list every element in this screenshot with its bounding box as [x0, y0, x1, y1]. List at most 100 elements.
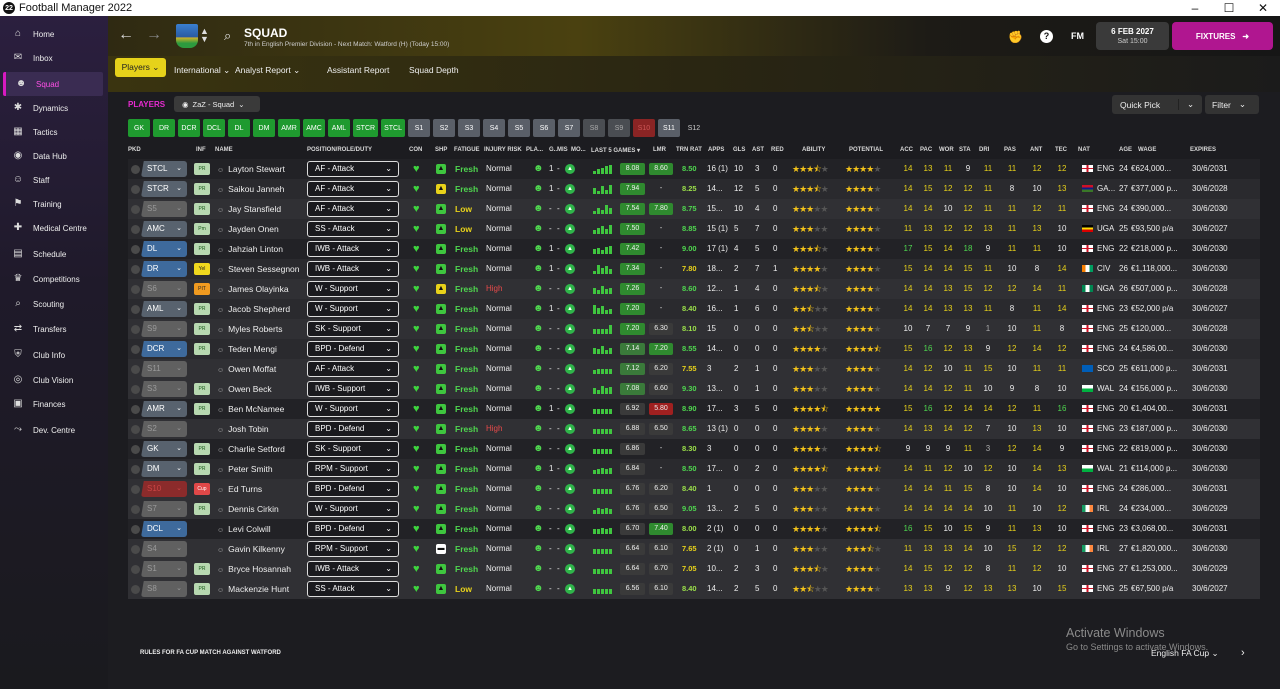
role-duty-select[interactable]: IWB - Support ⌄ [307, 381, 399, 397]
position-selector[interactable]: DL ⌄ [141, 241, 187, 257]
picked-checkbox[interactable] [131, 505, 140, 514]
filter-button[interactable]: Filter ⌄ [1205, 95, 1259, 114]
sidebar-item-schedule[interactable]: ▤ Schedule [3, 242, 103, 266]
player-name[interactable]: ☺ Levi Colwill [217, 519, 271, 539]
role-duty-select[interactable]: AF - Attack ⌄ [307, 201, 399, 217]
picked-checkbox[interactable] [131, 325, 140, 334]
sidebar-item-data-hub[interactable]: ◉ Data Hub [3, 144, 103, 168]
table-row[interactable]: STCL ⌄ PR ☺ Layton Stewart AF - Attack ⌄ ♥ ▲ Fres… [128, 159, 1260, 179]
competition-select[interactable]: English FA Cup ⌄ [1151, 648, 1219, 659]
chevron-down-icon[interactable]: ⌄ [1178, 99, 1202, 110]
table-row[interactable]: DR ⌄ Yel ☺ Steven Sessegnon IWB - Attack ⌄ ♥ ▲ Fr… [128, 259, 1260, 279]
sidebar-item-competitions[interactable]: ♛ Competitions [3, 267, 103, 291]
position-selector[interactable]: DCL ⌄ [141, 521, 187, 537]
column-header[interactable]: ABILITY [802, 147, 826, 153]
player-name[interactable]: ☺ Ed Turns [217, 479, 262, 499]
role-duty-select[interactable]: IWB - Attack ⌄ [307, 561, 399, 577]
player-name[interactable]: ☺ Josh Tobin [217, 419, 269, 439]
player-name[interactable]: ☺ Layton Stewart [217, 159, 285, 179]
picked-checkbox[interactable] [131, 425, 140, 434]
minimize-button[interactable]: – [1191, 1, 1199, 15]
position-selector[interactable]: S8 ⌄ [141, 581, 187, 597]
position-selector[interactable]: S10 ⌄ [141, 481, 187, 497]
picked-checkbox[interactable] [131, 485, 140, 494]
role-duty-select[interactable]: BPD - Defend ⌄ [307, 521, 399, 537]
role-duty-select[interactable]: BPD - Defend ⌄ [307, 341, 399, 357]
table-row[interactable]: S1 ⌄ PR ☺ Bryce Hosannah IWB - Attack ⌄ ♥ ▲ Fresh… [128, 559, 1260, 579]
position-chip-gk[interactable]: GK [128, 119, 150, 137]
position-chip-dl[interactable]: DL [228, 119, 250, 137]
position-selector[interactable]: S11 ⌄ [141, 361, 187, 377]
position-selector[interactable]: S1 ⌄ [141, 561, 187, 577]
fm-menu-button[interactable]: FM [1071, 31, 1084, 41]
column-header[interactable]: WOR [939, 147, 954, 153]
column-header[interactable]: SHP [435, 147, 448, 153]
column-header[interactable]: AST [752, 147, 764, 153]
table-row[interactable]: AMC ⌄ Pm ☺ Jayden Onen SS - Attack ⌄ ♥ ▲ Low Norma… [128, 219, 1260, 239]
column-header[interactable]: AGE [1119, 147, 1133, 153]
sidebar-item-scouting[interactable]: ⌕ Scouting [3, 292, 103, 316]
fist-icon[interactable]: ✊ [1008, 30, 1023, 44]
position-chip-s2[interactable]: S2 [432, 119, 455, 137]
role-duty-select[interactable]: SS - Attack ⌄ [307, 581, 399, 597]
position-chip-s1[interactable]: S1 [407, 119, 430, 137]
role-duty-select[interactable]: W - Support ⌄ [307, 301, 399, 317]
sidebar-item-training[interactable]: ⚑ Training [3, 192, 103, 216]
position-selector[interactable]: S7 ⌄ [141, 501, 187, 517]
position-selector[interactable]: DCR ⌄ [141, 341, 187, 357]
position-selector[interactable]: STCR ⌄ [141, 181, 187, 197]
position-selector[interactable]: AML ⌄ [141, 301, 187, 317]
sidebar-item-club-vision[interactable]: ◎ Club Vision [3, 368, 103, 392]
picked-checkbox[interactable] [131, 585, 140, 594]
position-chip-s8[interactable]: S8 [582, 119, 605, 137]
column-header[interactable]: APPS [708, 147, 725, 153]
column-header[interactable]: RED [771, 147, 784, 153]
table-row[interactable]: DCR ⌄ PR ☺ Teden Mengi BPD - Defend ⌄ ♥ ▲ Fresh No… [128, 339, 1260, 359]
position-chip-dcl[interactable]: DCL [203, 119, 225, 137]
search-icon[interactable]: ⌕ [224, 28, 232, 43]
table-row[interactable]: S11 ⌄ ☺ Owen Moffat AF - Attack ⌄ ♥ ▲ Fresh Norma… [128, 359, 1260, 379]
picked-checkbox[interactable] [131, 185, 140, 194]
table-row[interactable]: S4 ⌄ ☺ Gavin Kilkenny RPM - Support ⌄ ♥ ▬ Fresh N… [128, 539, 1260, 559]
role-duty-select[interactable]: BPD - Defend ⌄ [307, 481, 399, 497]
player-name[interactable]: ☺ Jayden Onen [217, 219, 279, 239]
table-row[interactable]: S5 ⌄ PR ☺ Jay Stansfield AF - Attack ⌄ ♥ ▲ Low Nor… [128, 199, 1260, 219]
sidebar-item-medical-centre[interactable]: ✚ Medical Centre [3, 216, 103, 240]
picked-checkbox[interactable] [131, 545, 140, 554]
role-duty-select[interactable]: W - Support ⌄ [307, 281, 399, 297]
position-chip-s9[interactable]: S9 [607, 119, 630, 137]
player-name[interactable]: ☺ Myles Roberts [217, 319, 282, 339]
player-name[interactable]: ☺ Saikou Janneh [217, 179, 284, 199]
picked-checkbox[interactable] [131, 565, 140, 574]
subnav-item-1[interactable]: Analyst Report ⌄ [235, 65, 301, 75]
position-chip-amr[interactable]: AMR [278, 119, 300, 137]
column-header[interactable]: TEC [1055, 147, 1067, 153]
table-row[interactable]: DL ⌄ PR ☺ Jahziah Linton IWB - Attack ⌄ ♥ ▲ Fresh… [128, 239, 1260, 259]
picked-checkbox[interactable] [131, 205, 140, 214]
role-duty-select[interactable]: W - Support ⌄ [307, 501, 399, 517]
column-header[interactable]: G.. [549, 147, 558, 153]
picked-checkbox[interactable] [131, 225, 140, 234]
column-header[interactable]: PLA... [526, 147, 544, 153]
picked-checkbox[interactable] [131, 305, 140, 314]
subnav-item-0[interactable]: International ⌄ [174, 65, 231, 75]
table-row[interactable]: AMR ⌄ PR ☺ Ben McNamee W - Support ⌄ ♥ ▲ Fresh Nor… [128, 399, 1260, 419]
role-duty-select[interactable]: AF - Attack ⌄ [307, 161, 399, 177]
column-header[interactable]: MIS [557, 147, 568, 153]
date-display[interactable]: 6 FEB 2027 Sat 15:00 [1096, 22, 1169, 50]
position-selector[interactable]: AMC ⌄ [141, 221, 187, 237]
role-duty-select[interactable]: AF - Attack ⌄ [307, 181, 399, 197]
column-header[interactable]: PAS [1004, 147, 1016, 153]
position-chip-aml[interactable]: AML [328, 119, 350, 137]
position-selector[interactable]: S2 ⌄ [141, 421, 187, 437]
role-duty-select[interactable]: SK - Support ⌄ [307, 441, 399, 457]
position-selector[interactable]: S5 ⌄ [141, 201, 187, 217]
table-row[interactable]: STCR ⌄ PR ☺ Saikou Janneh AF - Attack ⌄ ♥ ▲ Fresh… [128, 179, 1260, 199]
picked-checkbox[interactable] [131, 345, 140, 354]
player-name[interactable]: ☺ Charlie Setford [217, 439, 285, 459]
picked-checkbox[interactable] [131, 525, 140, 534]
club-badge[interactable] [176, 24, 198, 48]
sidebar-item-inbox[interactable]: ✉ Inbox [3, 46, 103, 70]
position-chip-stcl[interactable]: STCL [381, 119, 405, 137]
quick-pick-button[interactable]: Quick Pick ⌄ [1112, 95, 1202, 114]
